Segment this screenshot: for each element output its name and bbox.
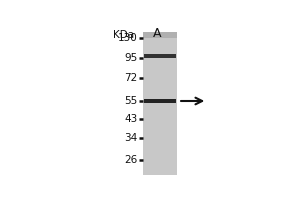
Text: 26: 26 — [124, 155, 137, 165]
Text: KDa: KDa — [113, 30, 134, 40]
Bar — [145, 99, 176, 103]
Bar — [145, 54, 176, 58]
Text: 95: 95 — [124, 53, 137, 63]
Text: 72: 72 — [124, 73, 137, 83]
Text: A: A — [153, 27, 161, 40]
Text: 130: 130 — [118, 33, 137, 43]
Text: 43: 43 — [124, 114, 137, 124]
Bar — [143, 32, 177, 38]
Text: 55: 55 — [124, 96, 137, 106]
Text: 34: 34 — [124, 133, 137, 143]
Bar — [143, 32, 177, 175]
